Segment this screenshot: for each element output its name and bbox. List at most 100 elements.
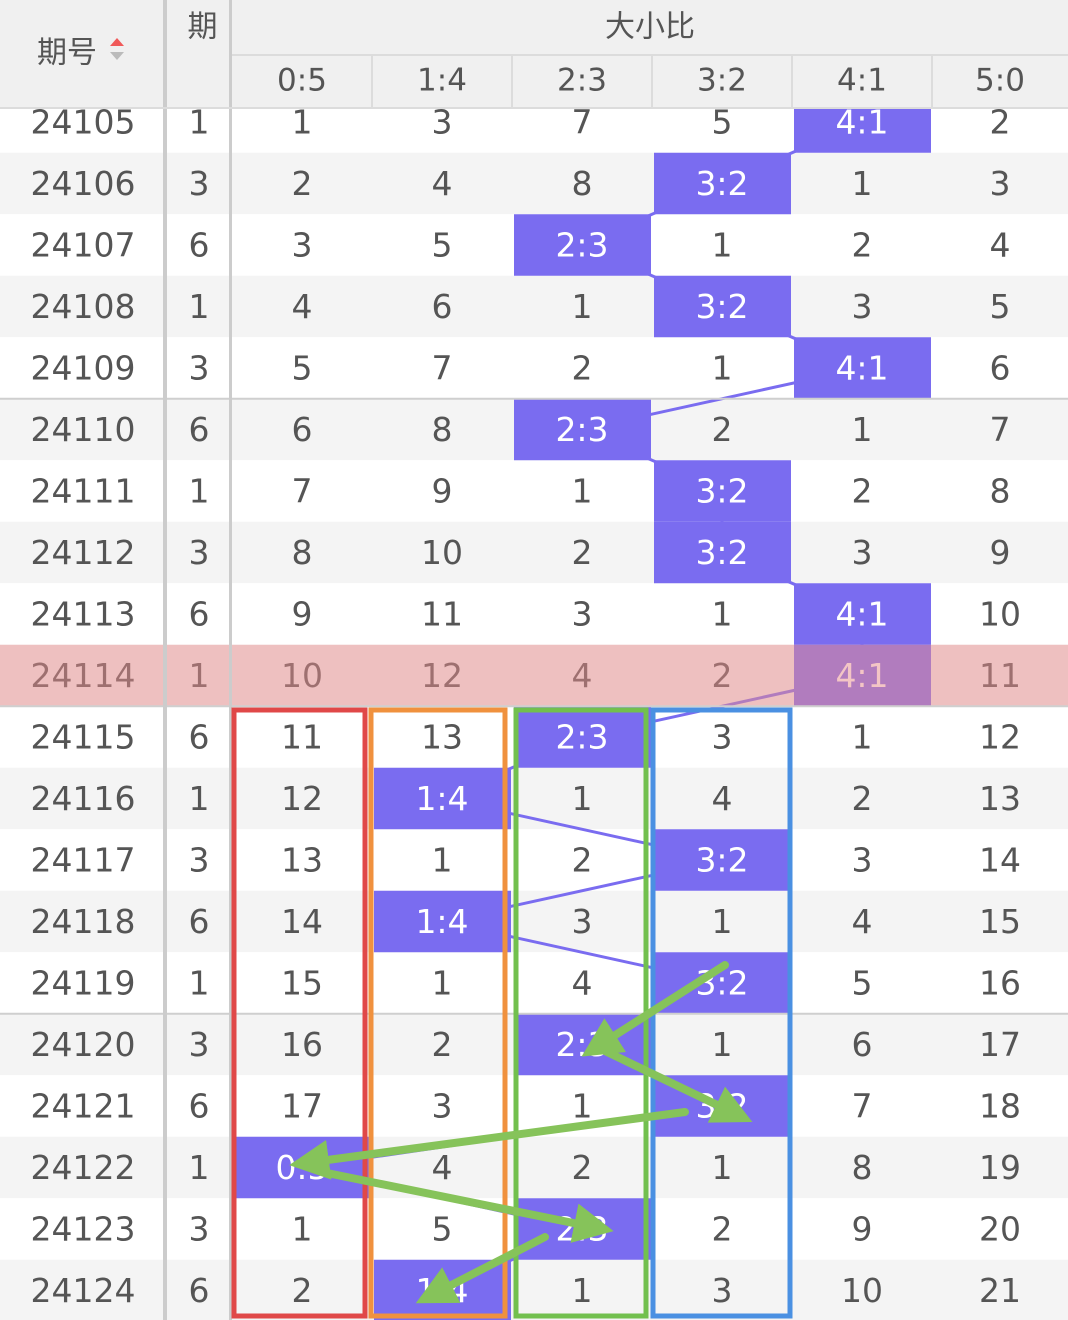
weekday: 3 xyxy=(189,1210,210,1249)
miss-count: 1 xyxy=(712,226,733,265)
row-bg xyxy=(0,829,1068,891)
period: 24122 xyxy=(31,1148,136,1187)
hit-label: 1:4 xyxy=(415,779,468,818)
miss-count: 5 xyxy=(712,103,733,142)
hit-cell xyxy=(794,337,931,399)
miss-count: 15 xyxy=(979,902,1021,941)
miss-count: 7 xyxy=(292,472,313,511)
miss-count: 15 xyxy=(281,964,323,1003)
period: 24117 xyxy=(31,841,136,880)
arrow xyxy=(415,1233,549,1304)
week-header: 星期 xyxy=(182,0,217,64)
hit-cell xyxy=(654,460,791,522)
miss-count: 17 xyxy=(979,1025,1021,1064)
table-header: 期号 星期 大小比 0:5 1:4 2:3 3:2 4:1 5:0 xyxy=(0,0,1068,109)
miss-count: 1 xyxy=(292,1210,313,1249)
miss-count: 2 xyxy=(292,1271,313,1310)
miss-count: 16 xyxy=(979,964,1021,1003)
hit-cell xyxy=(654,152,791,215)
column-divider xyxy=(163,0,167,1320)
miss-count: 3 xyxy=(432,103,453,142)
miss-count: 3 xyxy=(432,1087,453,1126)
ratio-header: 5:0 xyxy=(975,63,1025,99)
hit-cell xyxy=(514,214,651,276)
miss-count: 2 xyxy=(852,779,873,818)
weekday: 1 xyxy=(189,779,210,818)
weekday: 3 xyxy=(189,841,210,880)
miss-count: 8 xyxy=(990,472,1011,511)
row-bg xyxy=(0,1136,1068,1199)
sort-down xyxy=(110,52,124,60)
hit-cell xyxy=(654,521,791,584)
hit-label: 3:2 xyxy=(695,164,748,203)
miss-count: 1 xyxy=(712,595,733,634)
miss-count: 14 xyxy=(281,902,323,941)
miss-count: 1 xyxy=(572,472,593,511)
miss-count: 5 xyxy=(990,287,1011,326)
row-bg xyxy=(0,521,1068,584)
miss-count: 1 xyxy=(572,1271,593,1310)
weekday: 1 xyxy=(189,287,210,326)
miss-count: 1 xyxy=(712,349,733,388)
miss-count: 6 xyxy=(292,410,313,449)
period: 24123 xyxy=(31,1210,136,1249)
miss-count: 2 xyxy=(990,103,1011,142)
orange-box xyxy=(368,707,508,1319)
miss-count: 9 xyxy=(852,1210,873,1249)
period: 24119 xyxy=(31,964,136,1003)
hit-label: 3:2 xyxy=(695,287,748,326)
miss-count: 4 xyxy=(572,964,593,1003)
hit-label: 3:2 xyxy=(695,472,748,511)
miss-count: 3 xyxy=(852,287,873,326)
weekday: 6 xyxy=(189,902,210,941)
period: 24107 xyxy=(31,226,136,265)
hit-label: 2:3 xyxy=(555,718,608,757)
row-highlight xyxy=(0,644,1068,707)
hit-cell xyxy=(654,275,791,338)
miss-count: 10 xyxy=(979,595,1021,634)
miss-count: 1 xyxy=(852,164,873,203)
column-divider xyxy=(229,0,232,1320)
miss-count: 2 xyxy=(292,164,313,203)
hit-cell xyxy=(654,829,791,891)
miss-count: 4 xyxy=(432,1148,453,1187)
period: 24113 xyxy=(31,595,136,634)
hit-cell xyxy=(514,706,651,768)
miss-count: 11 xyxy=(421,595,463,634)
miss-count: 1 xyxy=(712,1025,733,1064)
period: 24106 xyxy=(31,164,136,203)
period: 24109 xyxy=(31,349,136,388)
miss-count: 5 xyxy=(852,964,873,1003)
miss-count: 3 xyxy=(852,841,873,880)
miss-count: 9 xyxy=(292,595,313,634)
miss-count: 6 xyxy=(990,349,1011,388)
miss-count: 1 xyxy=(292,103,313,142)
miss-count: 13 xyxy=(421,718,463,757)
miss-count: 2 xyxy=(852,226,873,265)
miss-count: 2 xyxy=(572,1148,593,1187)
column-divider xyxy=(163,0,167,108)
miss-count: 13 xyxy=(979,779,1021,818)
miss-count: 2 xyxy=(572,533,593,572)
hit-cell xyxy=(794,583,931,645)
weekday: 6 xyxy=(189,595,210,634)
miss-count: 8 xyxy=(432,410,453,449)
red-box xyxy=(231,707,368,1319)
miss-count: 3 xyxy=(852,533,873,572)
miss-count: 8 xyxy=(852,1148,873,1187)
miss-count: 7 xyxy=(572,103,593,142)
period: 24116 xyxy=(31,779,136,818)
weekday: 6 xyxy=(189,410,210,449)
miss-count: 5 xyxy=(432,226,453,265)
arrow xyxy=(599,1046,753,1123)
column-divider xyxy=(229,0,232,108)
ratio-header: 4:1 xyxy=(837,63,887,99)
miss-count: 6 xyxy=(432,287,453,326)
hit-label: 0:5 xyxy=(275,1148,328,1187)
weekday: 6 xyxy=(189,1087,210,1126)
miss-count: 1 xyxy=(852,410,873,449)
hit-label: 2:3 xyxy=(555,410,608,449)
miss-count: 9 xyxy=(990,533,1011,572)
weekday: 3 xyxy=(189,1025,210,1064)
